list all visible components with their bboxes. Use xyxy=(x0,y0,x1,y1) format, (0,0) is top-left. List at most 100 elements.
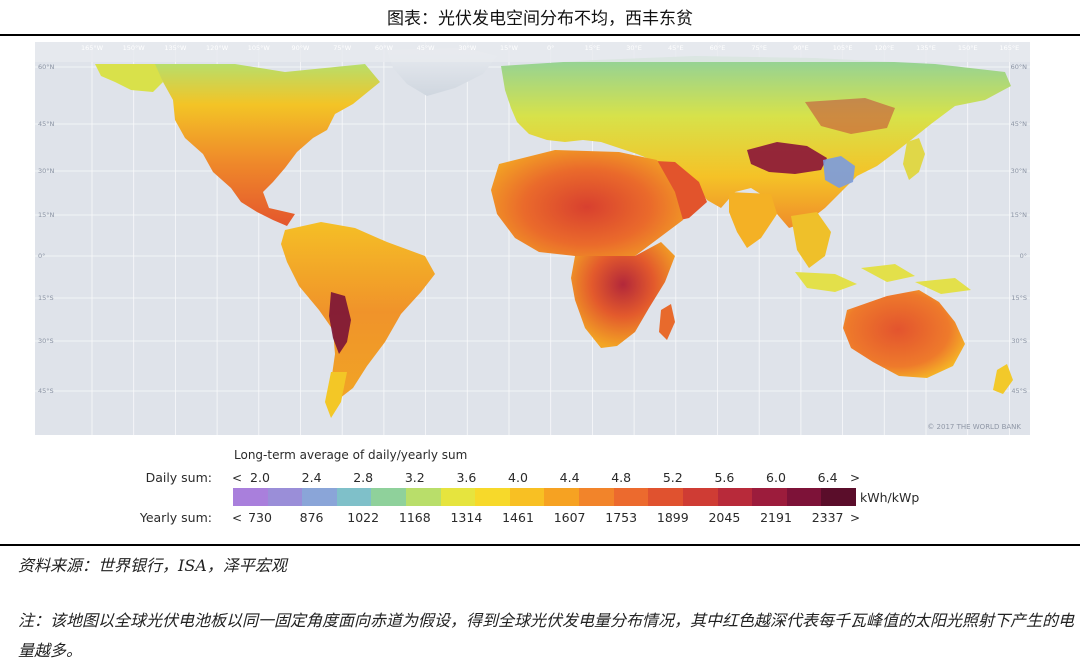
color-swatch xyxy=(475,488,510,506)
longitude-label: 150°E xyxy=(958,44,978,52)
longitude-label: 15°E xyxy=(585,44,601,52)
daily-more-symbol: > xyxy=(850,471,861,485)
color-swatch xyxy=(613,488,649,506)
longitude-label: 120°W xyxy=(206,44,229,52)
color-swatch xyxy=(509,488,545,506)
color-swatch xyxy=(579,488,614,506)
yearly-tick-label: 1461 xyxy=(502,510,534,525)
daily-sum-label: Daily sum: xyxy=(145,470,212,485)
yearly-more-symbol: > xyxy=(850,511,861,525)
map-canvas: 165°W 150°W 135°W 120°W 105°W 90°W 75°W 60°W 45°… xyxy=(35,42,1030,435)
mongolia-zone xyxy=(805,98,895,134)
longitude-label: 30°E xyxy=(626,44,642,52)
daily-tick-label: 6.0 xyxy=(766,470,786,485)
color-swatch xyxy=(682,488,718,506)
daily-tick-label: 4.0 xyxy=(508,470,528,485)
longitude-label: 60°E xyxy=(710,44,726,52)
solar-potential-map: 165°W 150°W 135°W 120°W 105°W 90°W 75°W 60°W 45°… xyxy=(35,42,1030,435)
longitude-label: 120°E xyxy=(874,44,894,52)
color-swatch xyxy=(336,488,372,506)
longitude-label: 165°W xyxy=(81,44,104,52)
unit-label: kWh/kWp xyxy=(860,490,920,505)
longitude-label: 135°W xyxy=(164,44,187,52)
latitude-label-left: 30°N xyxy=(38,167,55,175)
color-swatch xyxy=(233,488,268,506)
latitude-label-right: 0° xyxy=(1020,252,1027,260)
yearly-tick-label: 1753 xyxy=(605,510,638,525)
australia-landmass xyxy=(843,290,965,378)
latitude-label-left: 60°N xyxy=(38,63,55,71)
yearly-tick-label: 1899 xyxy=(656,510,689,525)
latitude-label-right: 30°S xyxy=(1011,337,1027,345)
south-america-landmass xyxy=(281,222,435,402)
yearly-tick-label: 2337 xyxy=(811,510,844,525)
longitude-label: 15°W xyxy=(500,44,519,52)
new-zealand-islands xyxy=(993,364,1013,394)
source-line: 资料来源：世界银行，ISA，泽平宏观 xyxy=(18,556,287,575)
longitude-label: 90°W xyxy=(292,44,311,52)
legend-title: Long-term average of daily/yearly sum xyxy=(234,448,468,462)
longitude-label: 150°W xyxy=(123,44,146,52)
map-credit: © 2017 THE WORLD BANK xyxy=(927,423,1021,431)
yearly-tick-label: 2191 xyxy=(760,510,792,525)
latitude-label-right: 45°N xyxy=(1011,120,1028,128)
color-swatch xyxy=(440,488,476,506)
daily-tick-label: 2.0 xyxy=(250,470,270,485)
latitude-label-right: 60°N xyxy=(1011,63,1028,71)
daily-tick-label: 5.2 xyxy=(662,470,683,485)
yearly-less-symbol: < xyxy=(232,511,243,525)
latitude-label-right: 15°N xyxy=(1011,211,1028,219)
daily-tick-label: 2.8 xyxy=(353,470,374,485)
north-america-landmass xyxy=(153,64,380,226)
longitude-label: 30°W xyxy=(458,44,477,52)
longitude-label: 0° xyxy=(547,44,554,52)
color-swatch xyxy=(302,488,337,506)
yearly-tick-label: 2045 xyxy=(708,510,741,525)
latitude-label-right: 30°N xyxy=(1011,167,1028,175)
bottom-rule xyxy=(0,544,1080,546)
daily-tick-label: 4.4 xyxy=(559,470,580,485)
daily-tick-label: 2.4 xyxy=(301,470,322,485)
yearly-tick-label: 730 xyxy=(248,510,272,525)
yearly-tick-label: 1607 xyxy=(553,510,586,525)
andes-high-zone xyxy=(329,292,351,354)
longitude-labels: 165°W 150°W 135°W 120°W 105°W 90°W 75°W 60°W 45°… xyxy=(81,44,1019,52)
color-swatch xyxy=(786,488,822,506)
latitude-label-left: 15°S xyxy=(38,294,54,302)
india-subcontinent xyxy=(729,192,777,248)
madagascar-island xyxy=(659,304,675,340)
color-swatch xyxy=(821,488,856,506)
color-swatch xyxy=(406,488,441,506)
color-scale-bar xyxy=(233,488,856,506)
latitude-label-right: 15°S xyxy=(1011,294,1027,302)
legend: Long-term average of daily/yearly sum Da… xyxy=(0,440,1080,536)
latitude-label-right: 45°S xyxy=(1011,387,1027,395)
longitude-label: 165°E xyxy=(1000,44,1020,52)
daily-tick-label: 4.8 xyxy=(611,470,632,485)
eurasia-landmass xyxy=(501,56,1011,228)
longitude-label: 135°E xyxy=(916,44,936,52)
latitude-label-left: 45°S xyxy=(38,387,54,395)
japan-islands xyxy=(903,138,925,180)
daily-less-symbol: < xyxy=(232,471,243,485)
top-rule xyxy=(0,34,1080,36)
color-swatch xyxy=(752,488,787,506)
africa-south-landmass xyxy=(571,242,675,348)
longitude-label: 45°E xyxy=(668,44,684,52)
yearly-tick-label: 1168 xyxy=(398,510,431,525)
africa-north-landmass xyxy=(491,150,683,264)
color-swatch xyxy=(648,488,683,506)
longitude-label: 105°W xyxy=(248,44,271,52)
indonesia-islands xyxy=(795,264,971,294)
yearly-tick-label: 1314 xyxy=(450,510,483,525)
latitude-label-left: 45°N xyxy=(38,120,55,128)
longitude-label: 75°E xyxy=(751,44,767,52)
daily-tick-label: 3.6 xyxy=(456,470,477,485)
longitude-label: 90°E xyxy=(793,44,809,52)
daily-tick-label: 5.6 xyxy=(714,470,735,485)
latitude-label-left: 30°S xyxy=(38,337,54,345)
yearly-tick-label: 876 xyxy=(299,510,324,525)
tibet-high-zone xyxy=(747,142,827,174)
daily-tick-label: 3.2 xyxy=(404,470,425,485)
yearly-tick-label: 1022 xyxy=(347,510,380,525)
